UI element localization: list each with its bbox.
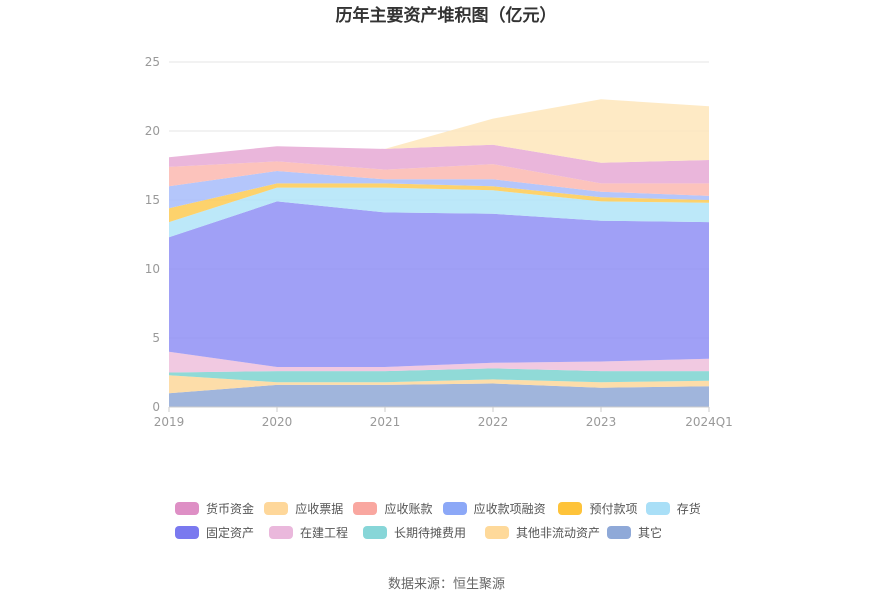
stacked-area-chart: 历年主要资产堆积图（亿元） 0 5 10 15 20 25 2019 2020 2021 2022… (145, 5, 733, 429)
area-存货 (169, 187, 709, 238)
area-series-group (169, 99, 709, 407)
x-tick-label: 2023 (586, 415, 617, 429)
legend-row-2: 固定资产 在建工程 长期待摊费用 其他非流动资产 其它 (175, 520, 735, 544)
legend-row-1: 货币资金 应收票据 应收账款 应收款项融资 预付款项 存货 (175, 496, 735, 520)
legend-swatch (175, 525, 199, 539)
legend-item-notes-receivable[interactable]: 应收票据 (264, 500, 353, 517)
area-固定资产 (169, 201, 709, 367)
legend-swatch (645, 501, 670, 515)
legend-label: 应收票据 (295, 501, 344, 516)
legend-item-other[interactable]: 其它 (607, 524, 699, 541)
legend-item-inventory[interactable]: 存货 (645, 500, 735, 517)
area-其它 (169, 383, 709, 407)
y-tick-label: 20 (145, 124, 160, 138)
legend-item-prepayments[interactable]: 预付款项 (558, 500, 645, 517)
legend-item-cash[interactable]: 货币资金 (175, 500, 264, 517)
legend-item-construction-in-progress[interactable]: 在建工程 (269, 524, 363, 541)
axes: 0 5 10 15 20 25 2019 2020 2021 2022 2023 2024Q1 (145, 55, 733, 429)
area-其他非流动资产 (169, 375, 709, 394)
legend-label: 其他非流动资产 (516, 525, 601, 540)
legend-label: 货币资金 (206, 501, 255, 516)
area-其他非流动资产 (169, 99, 709, 163)
legend-item-accounts-receivable[interactable]: 应收账款 (353, 500, 442, 517)
legend-label: 存货 (676, 501, 701, 516)
legend-swatch (442, 501, 467, 515)
legend-swatch (607, 525, 631, 539)
y-tick-label: 0 (152, 400, 160, 414)
legend-swatch (485, 525, 509, 539)
legend-label: 应收账款 (384, 501, 433, 516)
legend-item-long-term-prepaid[interactable]: 长期待摊费用 (363, 524, 485, 541)
y-tick-label: 15 (145, 193, 160, 207)
legend-swatch (264, 501, 289, 515)
area-在建工程 (169, 351, 709, 373)
legend: 货币资金 应收票据 应收账款 应收款项融资 预付款项 存货 固定资产 在建工程 … (175, 496, 735, 544)
area-长期待摊费用 (169, 368, 709, 383)
legend-swatch (175, 501, 199, 515)
x-tick-label: 2020 (262, 415, 293, 429)
legend-label: 在建工程 (300, 525, 349, 540)
legend-swatch (363, 525, 387, 539)
legend-label: 预付款项 (589, 501, 638, 516)
legend-swatch (353, 501, 378, 515)
legend-label: 固定资产 (206, 525, 255, 540)
x-tick-label: 2021 (370, 415, 401, 429)
area-货币资金 (169, 144, 709, 184)
area-应收款项融资 (169, 171, 709, 209)
y-tick-label: 10 (145, 262, 160, 276)
x-tick-label: 2022 (478, 415, 509, 429)
data-source-note: 数据来源：恒生聚源 (387, 577, 505, 592)
legend-swatch (269, 525, 293, 539)
legend-item-fixed-assets[interactable]: 固定资产 (175, 524, 269, 541)
legend-item-other-noncurrent-assets[interactable]: 其他非流动资产 (485, 524, 607, 541)
x-tick-label: 2019 (154, 415, 185, 429)
legend-label: 应收款项融资 (473, 501, 546, 516)
y-tick-label: 25 (145, 55, 160, 69)
legend-label: 长期待摊费用 (394, 525, 467, 540)
legend-label: 其它 (638, 525, 663, 540)
x-tick-label: 2024Q1 (685, 415, 733, 429)
area-应收账款 (169, 161, 709, 196)
legend-item-receivables-financing[interactable]: 应收款项融资 (442, 500, 559, 517)
chart-title: 历年主要资产堆积图（亿元） (336, 5, 557, 26)
y-tick-label: 5 (152, 331, 160, 345)
legend-swatch (558, 501, 583, 515)
